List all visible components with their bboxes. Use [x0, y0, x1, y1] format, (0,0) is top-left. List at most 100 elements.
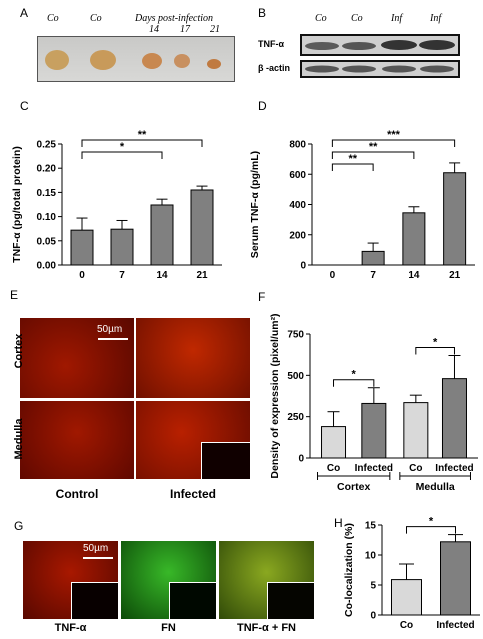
- panel-a-day: 21: [210, 24, 220, 35]
- bar: [321, 426, 347, 459]
- y-tick-label: 400: [289, 200, 306, 211]
- y-tick-label: 15: [365, 521, 377, 532]
- significance-bracket: [331, 151, 415, 159]
- panel-b-col-label: Co: [315, 13, 327, 24]
- y-axis-label: Density of expression (pixel/um²): [269, 313, 281, 478]
- bar: [361, 402, 387, 459]
- group-label: Cortex: [337, 481, 370, 493]
- y-tick-label: 800: [289, 140, 306, 151]
- y-tick-label: 0: [298, 454, 304, 465]
- panel-a-day: 14: [149, 24, 159, 35]
- y-tick-label: 0.15: [37, 188, 57, 199]
- y-tick-label: 600: [289, 170, 306, 181]
- blot-tnf: [300, 34, 460, 56]
- x-tick-label: 14: [408, 270, 420, 280]
- x-tick-label: Co: [327, 463, 340, 474]
- panel-label-d: D: [258, 99, 267, 113]
- y-tick-label: 500: [287, 371, 304, 382]
- micrograph-medulla-infected: [136, 401, 250, 479]
- significance-bracket: [406, 526, 456, 534]
- significance-label: **: [369, 141, 378, 153]
- x-tick-label: 7: [119, 270, 125, 280]
- col-label-infected: Infected: [169, 487, 216, 501]
- y-tick-label: 250: [287, 412, 304, 423]
- organ-shapes: [45, 50, 221, 70]
- bar: [190, 189, 214, 266]
- chart-f: 0 250 500 750 Density of expression (pixel/u…: [269, 313, 478, 493]
- blot-actin: [300, 60, 460, 78]
- bar: [443, 172, 467, 266]
- x-tick-label: Infected: [435, 463, 473, 474]
- micrograph-fn: [121, 541, 216, 619]
- panel-b-col-label: Inf: [391, 13, 403, 24]
- panel-b-col-label: Inf: [430, 13, 442, 24]
- y-axis-label: Serum TNF-α (pg/mL): [249, 151, 261, 258]
- panel-label-e: E: [10, 288, 19, 302]
- bar: [441, 378, 467, 459]
- bar: [440, 541, 471, 616]
- x-tick-label: 14: [156, 270, 168, 280]
- y-tick-label: 750: [287, 330, 304, 341]
- y-tick-label: 0.25: [37, 140, 57, 151]
- scale-bar-label: 50µm: [97, 324, 123, 335]
- significance-label: ***: [387, 129, 401, 141]
- significance-label: **: [348, 153, 357, 165]
- y-tick-label: 0.10: [37, 212, 57, 223]
- organ-photo: [37, 36, 235, 82]
- significance-bracket: [415, 346, 455, 355]
- blot-row-label: β -actin: [258, 63, 290, 73]
- panel-label-c: C: [20, 99, 29, 113]
- x-tick-label: Infected: [436, 620, 474, 631]
- chart-c: 0.00 0.05 0.10 0.15 0.20 0.25 TNF-α (pg/total …: [11, 129, 222, 280]
- significance-label: *: [429, 516, 434, 528]
- blot-row-label: TNF-α: [258, 39, 285, 49]
- significance-label: *: [433, 336, 438, 348]
- x-tick-label: 0: [330, 270, 336, 280]
- panel-label-h: H: [334, 516, 343, 530]
- y-axis-label: Co-localization (%): [343, 523, 355, 617]
- micrograph-merge: [219, 541, 314, 619]
- y-tick-label: 5: [370, 581, 376, 592]
- scale-bar-label: 50µm: [83, 543, 109, 554]
- micrograph-medulla-control: [20, 401, 134, 479]
- x-tick-label: 0: [79, 270, 85, 280]
- blot-actin-bands: [305, 65, 454, 73]
- bar: [70, 229, 94, 266]
- y-tick-label: 0.00: [37, 261, 57, 272]
- significance-bracket: [333, 379, 375, 387]
- significance-label: **: [138, 129, 147, 141]
- x-tick-label: 21: [449, 270, 461, 280]
- x-tick-label: 7: [370, 270, 376, 280]
- significance-bracket: [81, 151, 163, 159]
- panel-label-b: B: [258, 6, 267, 20]
- x-tick-label: Co: [409, 463, 422, 474]
- significance-label: *: [120, 141, 125, 153]
- y-tick-label: 0: [300, 261, 306, 272]
- y-tick-label: 200: [289, 230, 306, 241]
- panel-label-a: A: [20, 6, 29, 20]
- panel-label-g: G: [14, 519, 24, 533]
- significance-bracket: [331, 163, 374, 171]
- panel-label-f: F: [258, 290, 266, 304]
- group-label: Medulla: [416, 481, 455, 493]
- scale-bar: [98, 338, 128, 340]
- panel-a-days-header: Days post-infection: [135, 13, 214, 24]
- bar: [391, 579, 422, 616]
- micrograph-cortex-infected: [136, 318, 250, 398]
- row-label-cortex: Cortex: [13, 333, 25, 369]
- y-tick-label: 10: [365, 551, 377, 562]
- bar: [110, 228, 134, 266]
- inset-negative-control: [71, 582, 118, 619]
- row-label-medulla: Medulla: [13, 418, 25, 460]
- x-tick-label: 21: [196, 270, 208, 280]
- y-tick-label: 0: [370, 611, 376, 622]
- y-tick-label: 0.05: [37, 236, 57, 247]
- col-label-control: Control: [55, 487, 99, 501]
- bar: [402, 212, 426, 266]
- bar: [361, 250, 385, 266]
- bar: [150, 204, 174, 266]
- inset-negative-control: [169, 582, 216, 619]
- col-label-merge: TNF-α + FN: [236, 622, 296, 634]
- micrograph-tnf: [23, 541, 118, 619]
- significance-label: *: [352, 369, 357, 381]
